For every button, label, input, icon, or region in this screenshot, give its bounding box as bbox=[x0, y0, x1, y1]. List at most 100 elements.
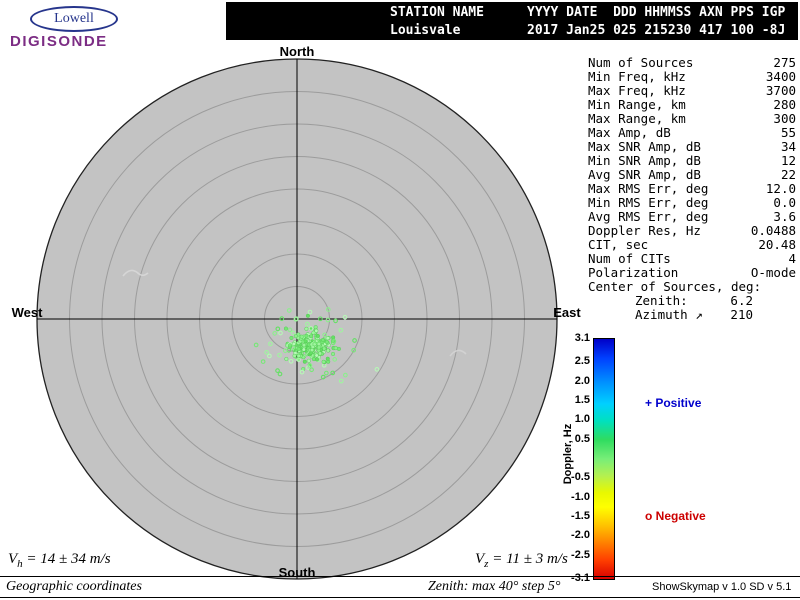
header-bar: STATION NAME Louisvale YYYY DATE DDD HHM… bbox=[226, 2, 798, 40]
stat-row: Max SNR Amp, dB 34 bbox=[588, 140, 796, 154]
source-point bbox=[291, 341, 296, 346]
colorbar-tick: -2.5 bbox=[571, 548, 590, 561]
source-point bbox=[292, 353, 297, 358]
source-point bbox=[299, 334, 304, 339]
vh-value: = 14 ± 34 m/s bbox=[22, 551, 111, 567]
stat-label: Avg RMS Err, deg bbox=[588, 209, 709, 224]
source-point bbox=[289, 335, 294, 340]
source-point bbox=[272, 331, 278, 336]
stat-label: Min Range, km bbox=[588, 97, 686, 112]
source-point bbox=[287, 327, 293, 333]
source-point bbox=[352, 338, 357, 343]
source-point bbox=[260, 359, 266, 364]
stat-row: Min SNR Amp, dB 12 bbox=[588, 154, 796, 168]
source-point bbox=[314, 328, 319, 333]
stat-label: Min Freq, kHz bbox=[588, 69, 686, 84]
source-point bbox=[330, 370, 336, 376]
source-point bbox=[318, 316, 323, 322]
source-point bbox=[283, 326, 288, 331]
source-point bbox=[308, 326, 314, 331]
stat-row: Polarization O-mode bbox=[588, 266, 796, 280]
stat-value: O-mode bbox=[750, 265, 796, 280]
zenith-scale-label: Zenith: max 40° step 5° bbox=[428, 579, 561, 594]
colorbar-tick: -3.1 bbox=[571, 572, 590, 584]
source-point bbox=[288, 358, 294, 364]
stat-label: Azimuth ↗ bbox=[635, 307, 703, 322]
stat-row: Min Freq, kHz 3400 bbox=[588, 70, 796, 84]
source-point bbox=[314, 353, 319, 358]
stat-value: 0.0488 bbox=[750, 223, 796, 238]
source-point bbox=[284, 356, 289, 361]
stat-value: 275 bbox=[773, 55, 796, 70]
colorbar-tick: 1.5 bbox=[574, 393, 590, 406]
stat-value: 34 bbox=[780, 139, 796, 154]
vertical-velocity-label: Vz = 11 ± 3 m/s bbox=[475, 551, 568, 570]
source-point bbox=[293, 334, 298, 339]
source-point bbox=[331, 351, 336, 356]
vh-subscript: h bbox=[17, 558, 23, 570]
source-point bbox=[325, 307, 331, 312]
stat-row: Min Range, km 280 bbox=[588, 98, 796, 112]
stat-row: Max Freq, kHz 3700 bbox=[588, 84, 796, 98]
source-point bbox=[296, 346, 301, 351]
source-point bbox=[268, 341, 273, 347]
stat-value: 20.48 bbox=[758, 237, 796, 252]
stat-value: 3.6 bbox=[773, 209, 796, 224]
source-point bbox=[306, 358, 311, 363]
source-point bbox=[322, 332, 328, 338]
stat-row: Max Amp, dB 55 bbox=[588, 126, 796, 140]
source-point bbox=[275, 326, 281, 332]
source-point bbox=[294, 316, 299, 322]
source-point bbox=[310, 348, 315, 353]
stat-label: Max SNR Amp, dB bbox=[588, 139, 701, 154]
stat-label: Num of CITs bbox=[588, 251, 671, 266]
colorbar-tick: -0.5 bbox=[571, 471, 590, 484]
source-point bbox=[299, 369, 305, 375]
stat-row: Center of Sources, deg: bbox=[588, 280, 796, 294]
colorbar-tick: -1.5 bbox=[571, 510, 590, 523]
stat-label: Min SNR Amp, dB bbox=[588, 153, 701, 168]
source-point bbox=[351, 347, 357, 353]
source-point bbox=[326, 348, 331, 353]
vz-subscript: z bbox=[484, 558, 489, 570]
vh-symbol: V bbox=[8, 551, 18, 567]
source-point bbox=[331, 335, 336, 340]
stat-label: CIT, sec bbox=[588, 237, 649, 252]
source-point bbox=[314, 339, 319, 344]
compass-label-west: West bbox=[11, 305, 43, 320]
source-point bbox=[324, 340, 329, 345]
stat-row: CIT, sec 20.48 bbox=[588, 238, 796, 252]
stats-panel: Num of Sources 275 Min Freq, kHz 3400 Max Fr… bbox=[588, 56, 796, 322]
stat-row: Azimuth ↗ 210 bbox=[588, 308, 796, 322]
stat-value: 210 bbox=[730, 307, 753, 322]
source-point bbox=[278, 330, 283, 336]
stat-row: Doppler Res, Hz 0.0488 bbox=[588, 224, 796, 238]
footer-divider bbox=[0, 576, 800, 577]
source-point bbox=[309, 367, 314, 373]
negative-legend: o Negative bbox=[645, 509, 706, 523]
stat-label: Max RMS Err, deg bbox=[588, 181, 709, 196]
stat-value: 300 bbox=[773, 111, 796, 126]
source-point bbox=[311, 330, 316, 335]
faint-echo-arc bbox=[449, 349, 467, 357]
source-point bbox=[325, 336, 330, 341]
stat-value: 12 bbox=[780, 153, 796, 168]
colorbar-tick: 0.5 bbox=[574, 432, 590, 445]
stat-label: Max Range, km bbox=[588, 111, 686, 126]
source-point bbox=[322, 346, 327, 351]
stat-value: 280 bbox=[773, 97, 796, 112]
source-point bbox=[320, 374, 326, 380]
version-label: ShowSkymap v 1.0 SD v 5.1 bbox=[652, 581, 792, 593]
source-point bbox=[333, 346, 338, 351]
stat-label: Zenith: bbox=[635, 293, 688, 308]
source-point bbox=[282, 348, 288, 354]
header-date-column: YYYY DATE DDD HHMMSS AXN PPS IGP 2017 Ja… bbox=[527, 5, 786, 38]
stat-row: Avg RMS Err, deg 3.6 bbox=[588, 210, 796, 224]
source-point bbox=[332, 357, 338, 362]
bottom-edge-line bbox=[0, 597, 800, 598]
compass-label-north: North bbox=[279, 44, 315, 59]
source-point bbox=[296, 353, 301, 358]
source-point bbox=[318, 351, 323, 356]
